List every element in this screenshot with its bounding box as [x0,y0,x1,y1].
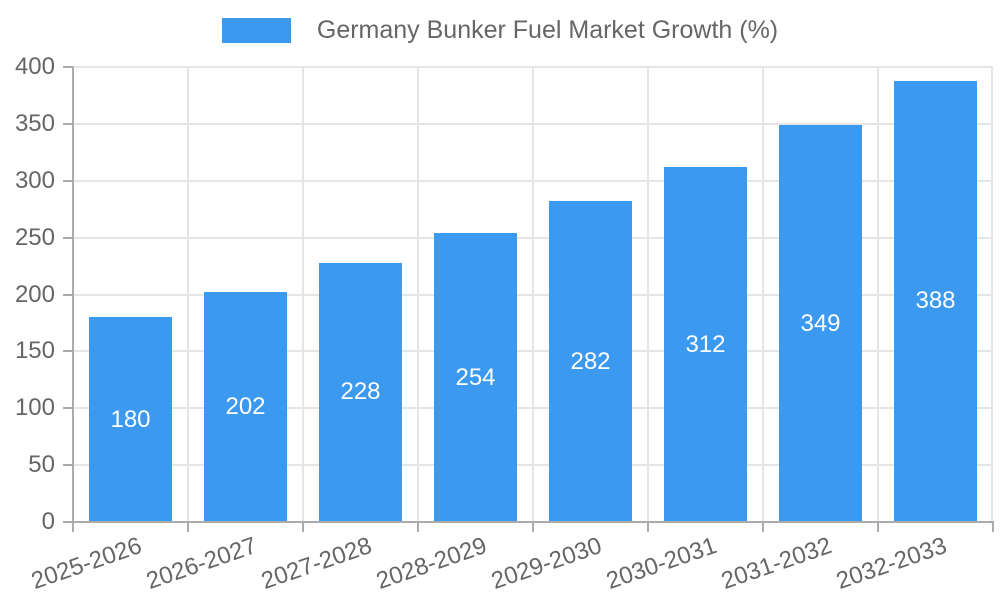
y-axis-tick [63,521,73,523]
bar-2025-2026[interactable] [89,317,172,522]
y-axis-line [72,67,74,523]
bar-value-label: 254 [455,363,496,391]
y-axis-tick-label: 400 [14,53,55,80]
y-axis-tick-label: 300 [14,166,55,194]
x-axis-tick-label: 2025-2026 [27,532,145,595]
bar-2026-2027[interactable] [204,292,287,522]
x-axis-tick [72,522,74,532]
y-axis-tick [63,350,73,353]
x-axis-tick-label: 2029-2030 [487,532,605,595]
grid-line-vertical [532,67,534,522]
grid-line-vertical [877,67,879,522]
legend-label: Germany Bunker Fuel Market Growth (%) [316,16,779,44]
bar-2032-2033[interactable] [894,80,977,522]
y-axis-tick-label: 350 [14,109,55,137]
x-axis-tick [762,522,764,532]
bar-2031-2032[interactable] [779,125,862,522]
y-axis-tick-label: 250 [14,223,55,251]
grid-line-vertical [187,67,189,522]
bar-value-label: 349 [800,309,841,337]
bar-value-label: 228 [340,378,381,406]
x-axis-tick [302,522,304,532]
bar-2028-2029[interactable] [434,233,517,522]
y-axis-tick-label: 50 [28,451,55,479]
y-axis-tick [63,293,73,296]
y-axis-tick [63,236,73,239]
x-axis-tick [532,522,534,532]
grid-line-vertical [417,67,419,522]
x-axis-tick-label: 2026-2027 [142,532,260,595]
x-axis-tick [417,522,419,532]
x-axis-tick [877,522,879,532]
legend-swatch [221,18,291,43]
legend[interactable]: Germany Bunker Fuel Market Growth (%) [0,18,1000,43]
bar-value-label: 202 [225,393,266,421]
y-axis-tick-label: 150 [14,337,55,365]
grid-line-vertical [762,67,764,522]
grid-line-vertical [991,67,993,522]
bar-value-label: 388 [915,287,956,315]
y-axis-tick [63,122,73,125]
y-axis-tick-label: 100 [14,394,55,422]
bar-value-label: 180 [110,405,151,433]
x-axis-tick-label: 2032-2033 [832,532,950,595]
y-axis-tick-label: 0 [41,508,55,535]
y-axis-tick-label: 200 [14,280,55,308]
x-axis-tick-label: 2028-2029 [372,532,490,595]
y-axis-tick [63,464,73,467]
bar-2030-2031[interactable] [664,167,747,522]
bar-value-label: 312 [685,330,726,358]
bar-value-label: 282 [570,347,611,375]
x-axis-tick [992,522,994,532]
y-axis-tick [63,66,73,68]
bar-2029-2030[interactable] [549,201,632,522]
y-axis-tick [63,407,73,410]
x-axis-tick [187,522,189,532]
x-axis-tick-label: 2027-2028 [257,532,375,595]
y-axis-tick [63,179,73,182]
grid-line-vertical [647,67,649,522]
bar-2027-2028[interactable] [319,262,402,522]
grid-line-vertical [302,67,304,522]
x-axis-tick [647,522,649,532]
x-axis-tick-label: 2030-2031 [602,532,720,595]
plot-area: 180 202 228 254 282 312 349 388 [73,66,993,522]
x-axis-tick-label: 2031-2032 [717,532,835,595]
